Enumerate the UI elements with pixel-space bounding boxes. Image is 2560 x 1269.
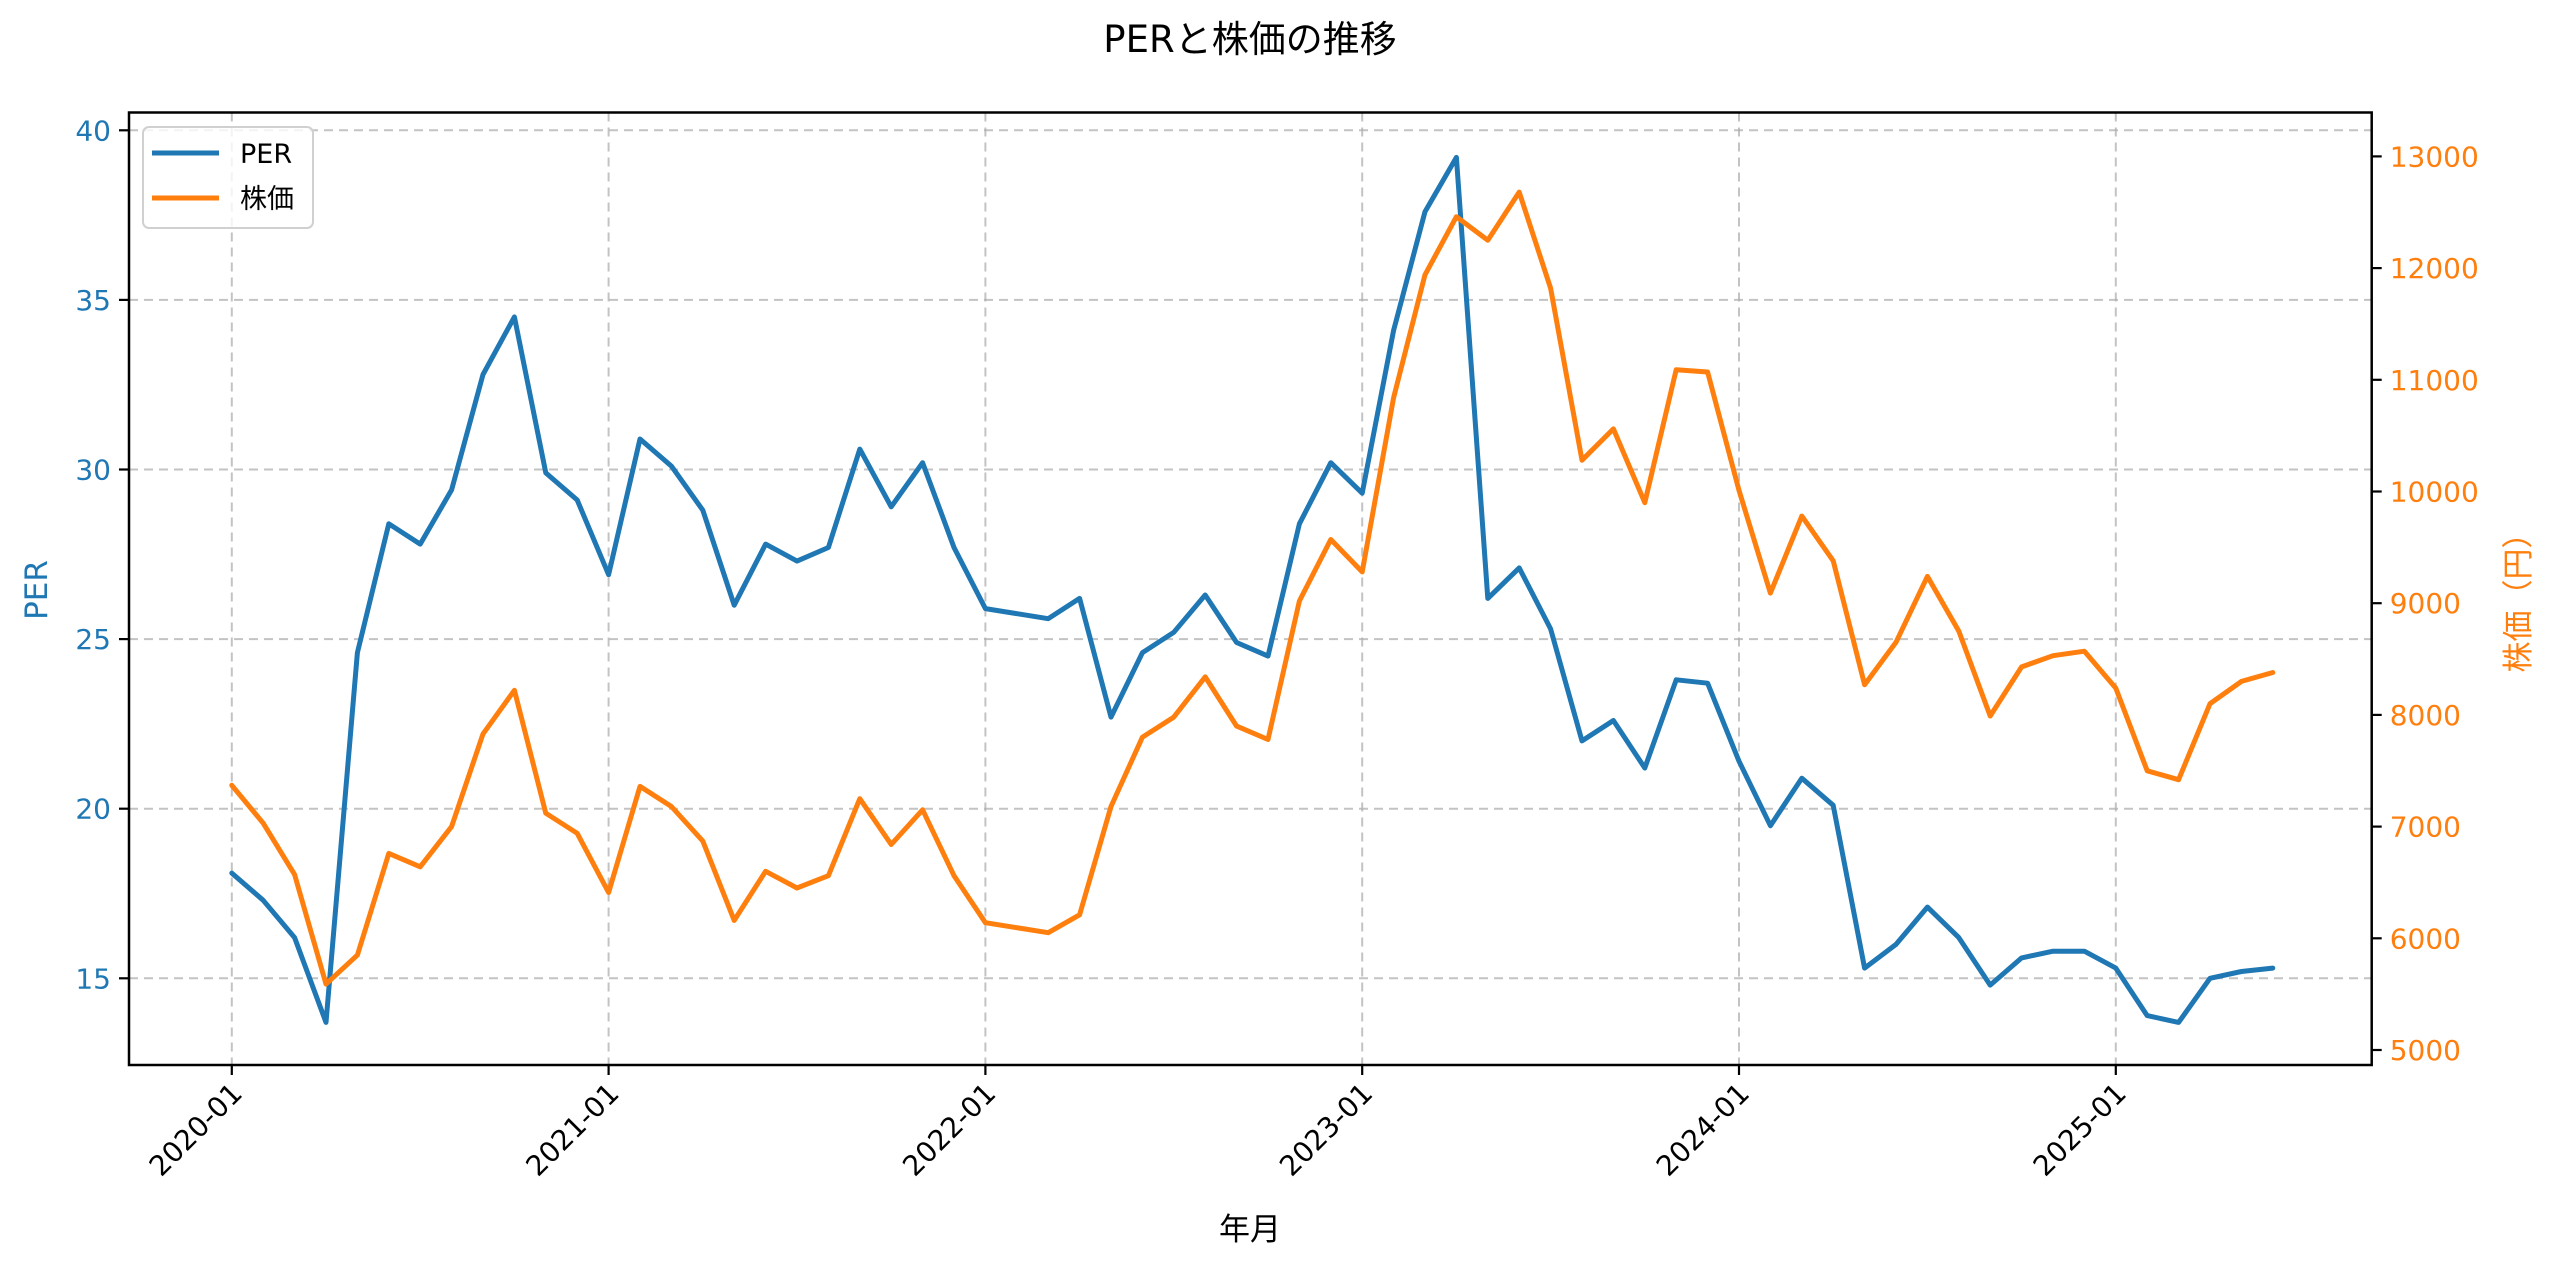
legend: PER 株価 [142,126,314,229]
gridlines [129,112,2372,1065]
x-tick-label: 2021-01 [519,1077,625,1183]
series-lines [229,154,2276,1025]
x-tick-label: 2023-01 [1273,1077,1379,1183]
price-line [229,189,2276,987]
x-tick-label: 2020-01 [143,1077,249,1183]
x-tick-label: 2025-01 [2027,1077,2133,1183]
left-tick-label: 25 [75,623,111,656]
right-tick-label: 9000 [2390,587,2461,620]
left-tick-label: 40 [75,114,111,147]
left-y-axis: 15 20 25 30 35 40 [75,114,129,995]
left-tick-label: 30 [75,454,111,487]
x-tick-label: 2024-01 [1650,1077,1756,1183]
y-axis-label-left: PER [19,560,55,620]
x-axis: 2020-01 2021-01 2022-01 2023-01 2024-01 2025-… [143,1065,2133,1183]
right-tick-label: 7000 [2390,811,2461,844]
right-tick-label: 8000 [2390,699,2461,732]
x-axis-label: 年月 [1219,1212,1281,1248]
right-tick-label: 13000 [2390,140,2479,173]
left-tick-label: 35 [75,284,111,317]
legend-label-price: 株価 [240,184,294,215]
right-tick-label: 5000 [2390,1034,2461,1067]
per-line [229,154,2276,1025]
left-tick-label: 15 [75,962,111,995]
legend-label-per: PER [240,139,292,170]
right-y-axis: 5000 6000 7000 8000 9000 10000 11000 12000 13000 [2371,140,2479,1067]
left-tick-label: 20 [75,793,111,826]
plot-frame [127,111,2373,1067]
chart-title: PERと株価の推移 [1103,18,1396,61]
right-tick-label: 6000 [2390,922,2461,955]
right-tick-label: 10000 [2390,476,2479,509]
right-tick-label: 12000 [2390,252,2479,285]
y-axis-label-right: 株価（円） [2501,518,2537,673]
x-tick-label: 2022-01 [896,1077,1002,1183]
right-tick-label: 11000 [2390,364,2479,397]
